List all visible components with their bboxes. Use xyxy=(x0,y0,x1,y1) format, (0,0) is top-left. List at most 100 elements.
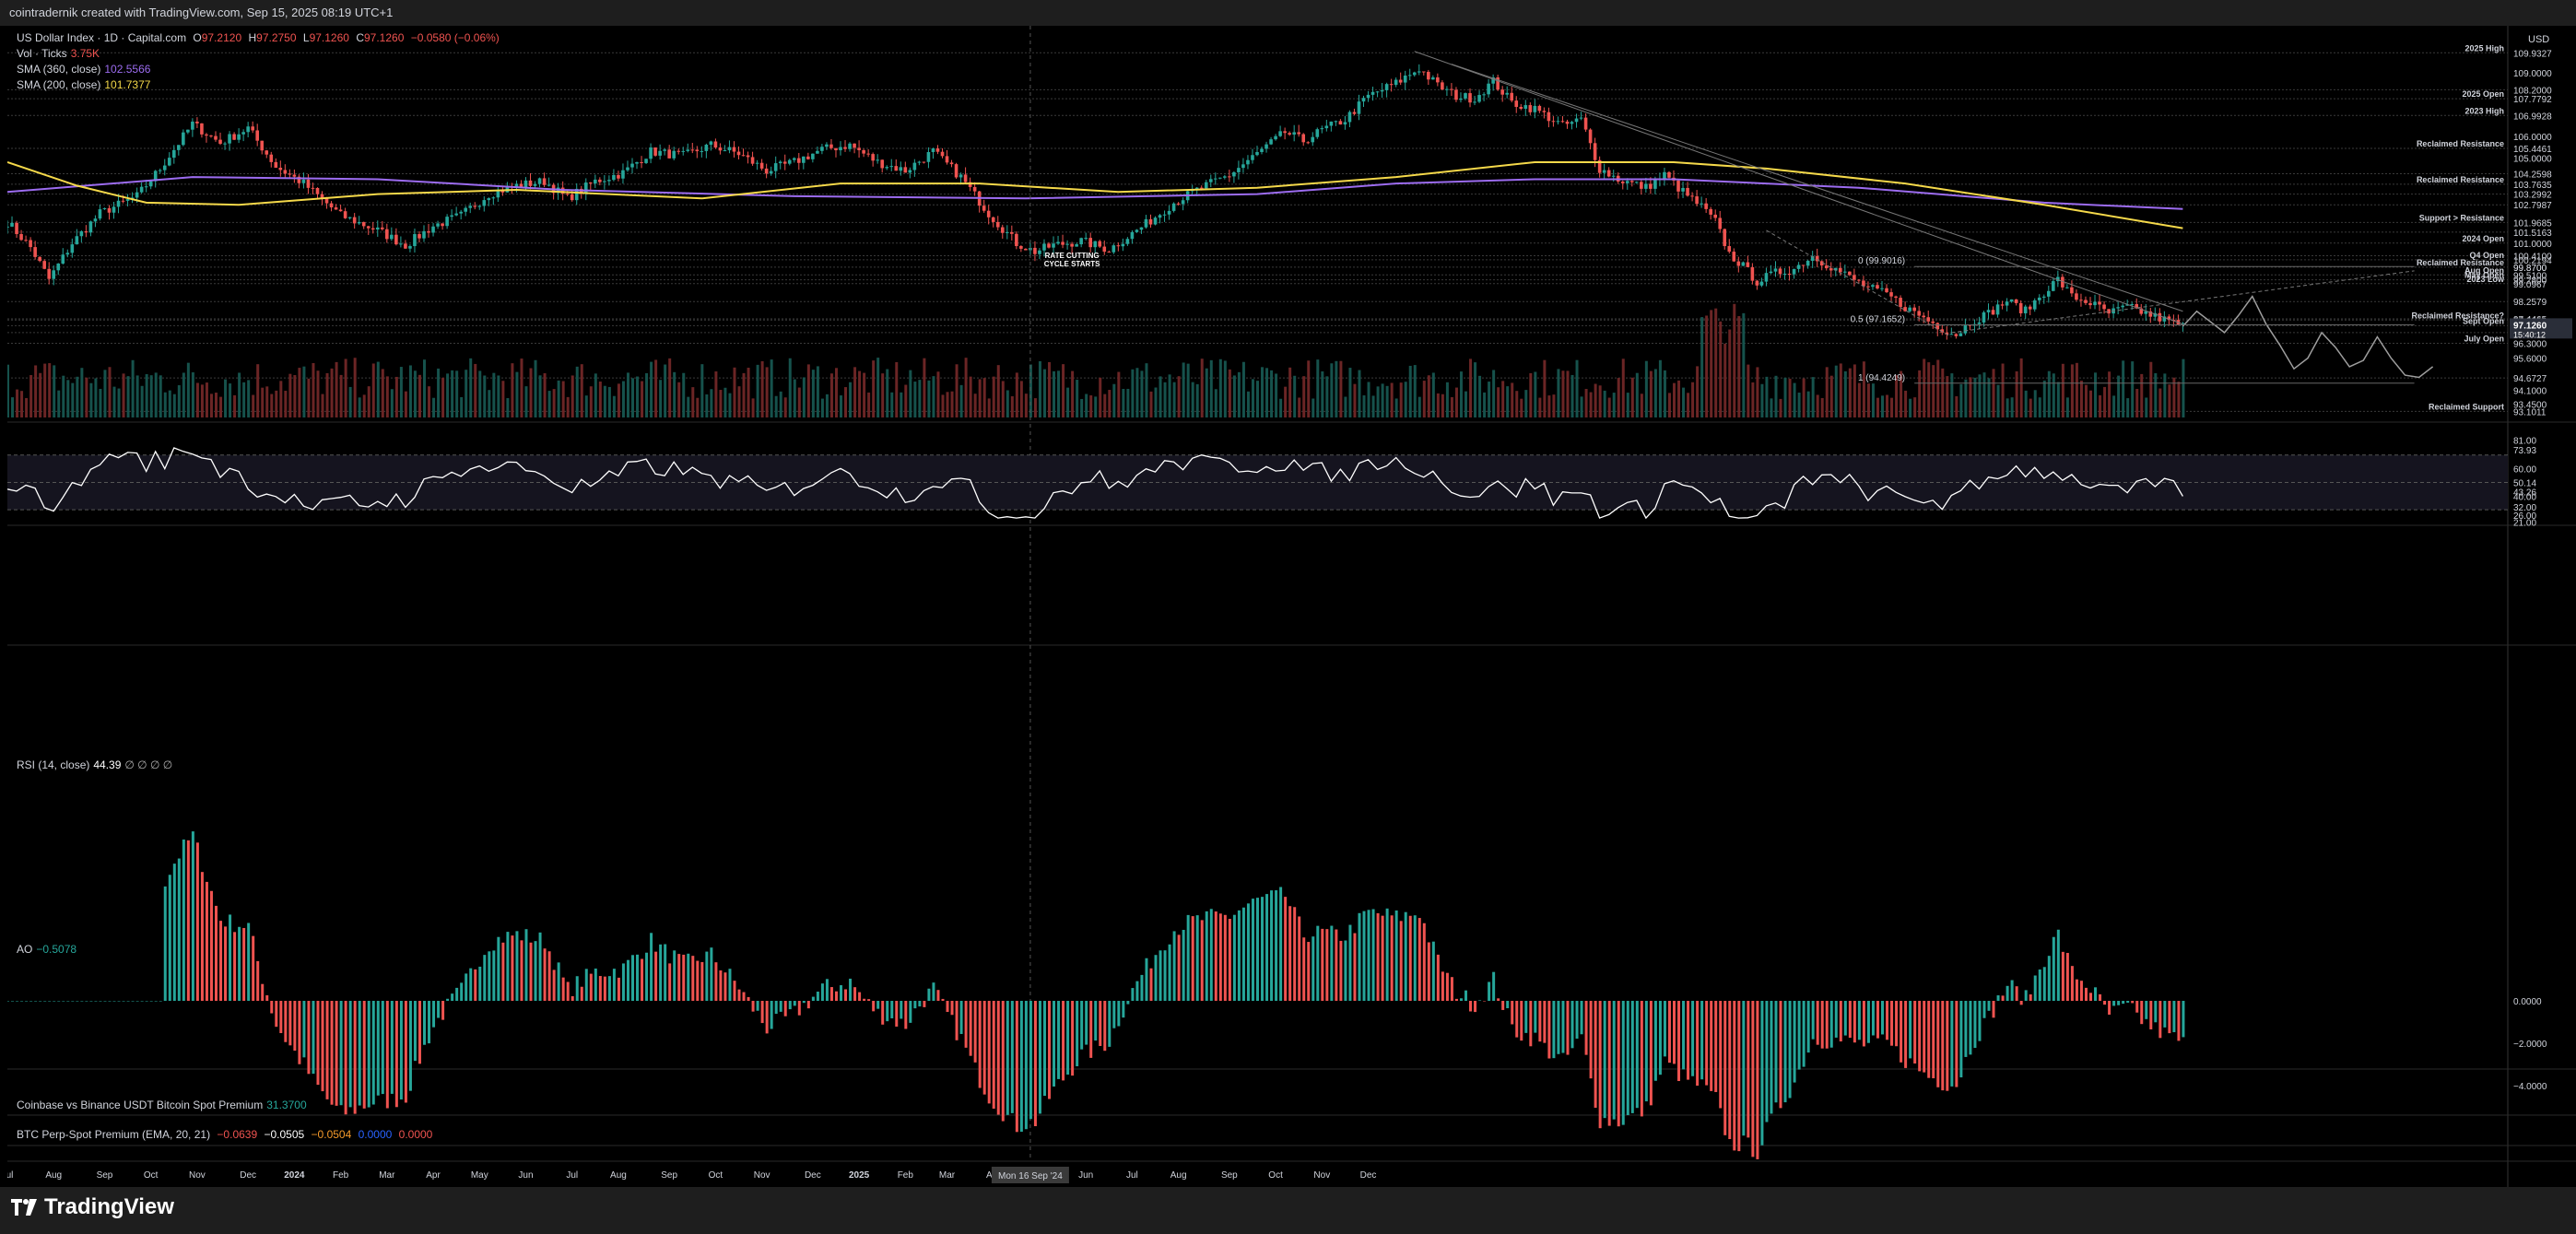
y-tick-label: 93.4500 xyxy=(2513,400,2547,410)
volume-bar xyxy=(1163,382,1167,417)
legend-sma200-row[interactable]: SMA (200, close) 101.7377 xyxy=(17,78,150,91)
candle-body xyxy=(1912,307,1916,311)
volume-bar xyxy=(497,375,500,417)
candle-body xyxy=(755,162,759,164)
volume-bar xyxy=(2177,382,2181,417)
volume-bar xyxy=(2084,384,2088,417)
candle-body xyxy=(1338,121,1343,125)
ao-bar xyxy=(2075,979,2078,1001)
candle-body xyxy=(1343,122,1347,125)
candle-body xyxy=(704,145,709,151)
candle-body xyxy=(658,150,662,156)
ao-bar xyxy=(1103,1001,1107,1052)
volume-bar xyxy=(1261,367,1264,417)
credit-bar: cointradernik created with TradingView.c… xyxy=(0,0,2576,26)
volume-bar xyxy=(103,370,107,417)
level-value: 102.7987 xyxy=(2513,201,2552,211)
candle-body xyxy=(1935,323,1940,330)
candle-body xyxy=(1384,84,1389,90)
candle-body xyxy=(182,132,185,146)
volume-bar xyxy=(1288,367,1292,417)
ao-bar xyxy=(2061,951,2064,1001)
candle-body xyxy=(1468,93,1472,103)
ao-bar xyxy=(316,1001,320,1086)
volume-bar xyxy=(1866,383,1870,417)
ao-bar xyxy=(636,954,640,1001)
volume-bar xyxy=(1488,382,1491,417)
volume-bar xyxy=(849,382,853,417)
candle-body xyxy=(125,199,130,201)
legend-symbol-row: US Dollar Index · 1D · Capital.com O97.2… xyxy=(17,31,500,44)
volume-bar xyxy=(1445,382,1449,417)
volume-bar xyxy=(996,365,1000,417)
ao-bar xyxy=(478,966,482,1001)
ao-bar xyxy=(1344,940,1347,1001)
ao-bar xyxy=(29,1001,33,1002)
volume-bar xyxy=(793,379,796,417)
ao-bar xyxy=(1506,1001,1510,1009)
legend-rsi-row[interactable]: RSI (14, close) 44.39 ∅ ∅ ∅ ∅ xyxy=(17,758,172,771)
chart-frame[interactable]: USD 2025 High 109.9327 108.2000 2025 Open 107… xyxy=(7,26,2576,1187)
volume-bar xyxy=(1774,375,1778,417)
candle-body xyxy=(1547,112,1551,122)
candle-body xyxy=(1588,129,1593,144)
ohlc-close: 97.1260 xyxy=(363,31,405,44)
candle-body xyxy=(301,179,306,183)
legend-btc-row[interactable]: BTC Perp-Spot Premium (EMA, 20, 21) −0.0… xyxy=(17,1128,432,1141)
volume-bar xyxy=(1886,394,1889,417)
candle-body xyxy=(1676,180,1680,192)
volume-bar xyxy=(1205,368,1208,417)
volume-bar xyxy=(1871,383,1875,417)
candle-body xyxy=(1450,88,1453,90)
ao-bar xyxy=(2112,1001,2116,1006)
candle-body xyxy=(1065,243,1069,245)
candle-body xyxy=(2005,301,2009,306)
ao-bar xyxy=(1436,954,1440,1001)
legend-volume-row[interactable]: Vol · Ticks 3.75K xyxy=(17,47,100,60)
ao-bar xyxy=(1186,914,1190,1001)
candle-body xyxy=(1857,279,1861,281)
ao-bar xyxy=(982,1001,986,1095)
legend-sma360-row[interactable]: SMA (360, close) 102.5566 xyxy=(17,63,150,76)
ao-bar xyxy=(1321,928,1324,1001)
ao-bar xyxy=(1677,1001,1681,1082)
volume-bar xyxy=(1760,383,1764,417)
candle-body xyxy=(1649,183,1653,189)
volume-bar xyxy=(1417,396,1421,417)
volume-bar xyxy=(441,377,445,417)
ao-bar xyxy=(1705,1001,1709,1086)
ao-bar xyxy=(728,969,732,1001)
level-value: 94.6727 xyxy=(2513,374,2547,384)
candle-body xyxy=(1352,112,1357,114)
legend-ao-row[interactable]: AO −0.5078 xyxy=(17,943,76,956)
volume-bar xyxy=(16,389,19,417)
volume-bar xyxy=(1422,381,1426,417)
ao-bar xyxy=(2131,1001,2135,1004)
volume-bar xyxy=(1649,370,1653,417)
legend-premium-row[interactable]: Coinbase vs Binance USDT Bitcoin Spot Pr… xyxy=(17,1099,307,1111)
candle-body xyxy=(2162,316,2167,322)
ao-bar xyxy=(1955,1001,1958,1087)
candle-body xyxy=(811,153,815,159)
ao-bar xyxy=(390,1001,394,1094)
volume-bar xyxy=(1973,377,1977,417)
candle-body xyxy=(1686,187,1689,196)
candle-body xyxy=(1015,233,1018,247)
candle-body xyxy=(598,179,602,182)
volume-bar xyxy=(1682,387,1686,417)
last-price-value: 97.1260 xyxy=(2513,321,2547,331)
symbol-name[interactable]: US Dollar Index · 1D · Capital.com xyxy=(17,31,187,44)
ao-bar xyxy=(1015,1001,1018,1133)
candle-body xyxy=(1006,231,1009,233)
tradingview-logo[interactable]: TradingView xyxy=(11,1194,174,1220)
volume-bar xyxy=(1969,377,1972,417)
volume-bar xyxy=(594,373,597,417)
ao-bar xyxy=(515,931,519,1001)
candle-body xyxy=(251,126,254,131)
volume-bar xyxy=(1978,374,1982,417)
candle-body xyxy=(1347,112,1352,123)
candle-body xyxy=(1885,288,1888,293)
volume-bar xyxy=(2001,363,2005,417)
volume-bar xyxy=(71,382,75,417)
